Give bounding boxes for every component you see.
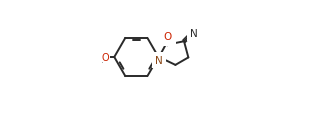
Text: O: O [163, 32, 171, 42]
Text: N: N [190, 29, 197, 39]
Text: N: N [155, 55, 163, 65]
Text: O: O [102, 53, 110, 62]
